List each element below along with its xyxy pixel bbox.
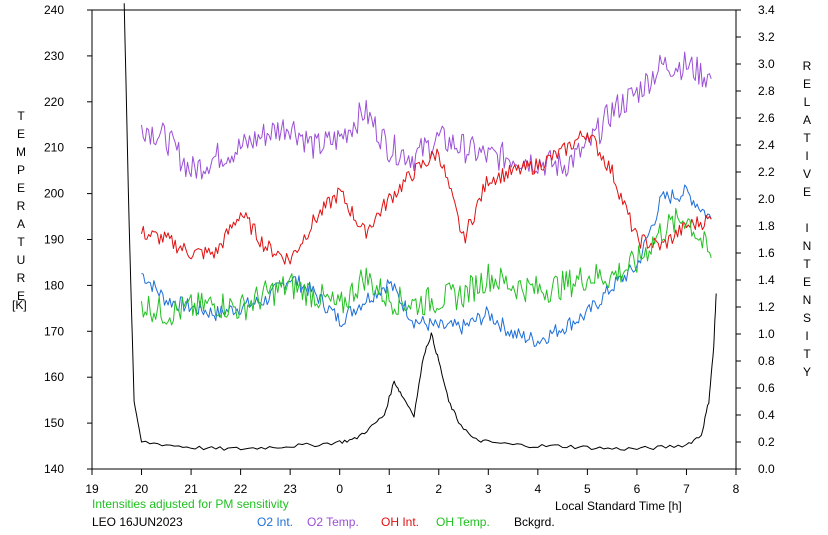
x-tick-label: 0 bbox=[336, 482, 343, 496]
axis-label-letter: E bbox=[802, 77, 811, 91]
x-tick-label: 7 bbox=[683, 482, 690, 496]
legend-o2-int: O2 Int. bbox=[257, 515, 294, 529]
left-tick-label: 150 bbox=[44, 416, 64, 430]
x-tick-label: 19 bbox=[85, 482, 99, 496]
left-tick-label: 180 bbox=[44, 278, 64, 292]
plot-frame bbox=[91, 9, 737, 470]
axis-label-letter: L bbox=[803, 95, 811, 109]
right-tick-label: 0.4 bbox=[758, 408, 775, 422]
left-tick-label: 160 bbox=[44, 370, 64, 384]
x-tick-label: 22 bbox=[234, 482, 248, 496]
left-tick-label: 200 bbox=[44, 187, 64, 201]
right-tick-label: 0.2 bbox=[758, 435, 775, 449]
left-tick-label: 210 bbox=[44, 141, 64, 155]
x-tick-label: 5 bbox=[584, 482, 591, 496]
axis-label-letter: E bbox=[16, 181, 25, 195]
x-axis-ticks: 19 20 21 22 23 0 1 2 3 4 5 6 7 8 bbox=[85, 469, 740, 496]
axis-label-letter: Y bbox=[802, 365, 811, 379]
right-tick-label: 3.0 bbox=[758, 57, 775, 71]
right-tick-label: 2.8 bbox=[758, 84, 775, 98]
x-tick-label: 4 bbox=[535, 482, 542, 496]
axis-label-letter: R bbox=[16, 199, 26, 213]
axis-label-letter: T bbox=[17, 235, 25, 249]
legend-background: Bckgrd. bbox=[514, 515, 555, 529]
left-tick-label: 230 bbox=[44, 49, 64, 63]
right-tick-label: 1.8 bbox=[758, 219, 775, 233]
right-tick-label: 0.0 bbox=[758, 462, 775, 476]
legend-oh-temp: OH Temp. bbox=[436, 515, 490, 529]
right-tick-label: 1.4 bbox=[758, 273, 775, 287]
axis-label-letter: T bbox=[803, 347, 811, 361]
right-tick-label: 1.6 bbox=[758, 246, 775, 260]
axis-label-letter: M bbox=[16, 145, 26, 159]
axis-label-letter: N bbox=[802, 239, 812, 253]
axis-label-letter: N bbox=[802, 293, 812, 307]
axis-label-letter: E bbox=[802, 185, 811, 199]
right-tick-label: 1.0 bbox=[758, 327, 775, 341]
axis-label-letter: I bbox=[805, 221, 809, 235]
right-tick-label: 0.8 bbox=[758, 354, 775, 368]
footer-title: LEO 16JUN2023 bbox=[92, 515, 183, 529]
x-tick-label: 20 bbox=[135, 482, 149, 496]
right-tick-label: 2.6 bbox=[758, 111, 775, 125]
x-tick-label: 3 bbox=[485, 482, 492, 496]
legend-oh-int: OH Int. bbox=[381, 515, 420, 529]
left-tick-label: 220 bbox=[44, 95, 64, 109]
left-tick-label: 240 bbox=[44, 3, 64, 17]
axis-label-letter: R bbox=[16, 271, 26, 285]
left-tick-label: 140 bbox=[44, 462, 64, 476]
pm-sensitivity-note: Intensities adjusted for PM sensitivity bbox=[92, 497, 289, 511]
axis-label-letter: E bbox=[802, 275, 811, 289]
axis-label-letter: T bbox=[17, 109, 25, 123]
right-tick-label: 0.6 bbox=[758, 381, 775, 395]
right-tick-label: 3.4 bbox=[758, 3, 775, 17]
axis-label-letter: S bbox=[802, 311, 811, 325]
series-bckgrd bbox=[123, 3, 717, 451]
left-tick-label: 170 bbox=[44, 324, 64, 338]
axis-label-letter: T bbox=[803, 257, 811, 271]
axis-label-letter: I bbox=[805, 329, 809, 343]
axis-label-letter: A bbox=[802, 113, 811, 127]
x-tick-label: 1 bbox=[386, 482, 393, 496]
series-layer bbox=[123, 3, 717, 451]
axis-label-letter: R bbox=[802, 59, 812, 73]
x-axis-label: Local Standard Time [h] bbox=[555, 499, 682, 513]
right-tick-label: 1.2 bbox=[758, 300, 775, 314]
x-tick-label: 6 bbox=[634, 482, 641, 496]
right-tick-label: 2.4 bbox=[758, 138, 775, 152]
right-tick-label: 2.2 bbox=[758, 165, 775, 179]
legend-o2-temp: O2 Temp. bbox=[307, 515, 359, 529]
right-axis-ticks: 0.0 0.2 0.4 0.6 0.8 1.0 1.2 1.4 1.6 1.8 2.0 2.2 2.4 2… bbox=[736, 3, 775, 476]
axis-label-letter: A bbox=[16, 217, 25, 231]
left-tick-label: 190 bbox=[44, 233, 64, 247]
series-o2-int bbox=[141, 184, 712, 347]
axis-label-letter: E bbox=[16, 289, 25, 303]
axis-label-letter: I bbox=[805, 149, 809, 163]
series-oh-temp bbox=[141, 207, 712, 326]
x-tick-label: 21 bbox=[184, 482, 198, 496]
x-tick-label: 2 bbox=[435, 482, 442, 496]
x-tick-label: 23 bbox=[283, 482, 297, 496]
axis-label-letter: P bbox=[16, 163, 25, 177]
axis-label-letter: U bbox=[16, 253, 26, 267]
left-axis-unit: [K] bbox=[12, 298, 27, 312]
right-tick-label: 3.2 bbox=[758, 30, 775, 44]
axis-label-letter: E bbox=[16, 127, 25, 141]
axis-label-letter: T bbox=[803, 131, 811, 145]
right-tick-label: 2.0 bbox=[758, 192, 775, 206]
left-axis-ticks: 140 150 160 170 180 190 200 210 220 230 240 bbox=[44, 3, 92, 476]
axis-label-letter: V bbox=[802, 167, 811, 181]
x-tick-label: 8 bbox=[733, 482, 740, 496]
series-o2-temp bbox=[141, 51, 712, 180]
series-oh-int bbox=[141, 130, 712, 265]
